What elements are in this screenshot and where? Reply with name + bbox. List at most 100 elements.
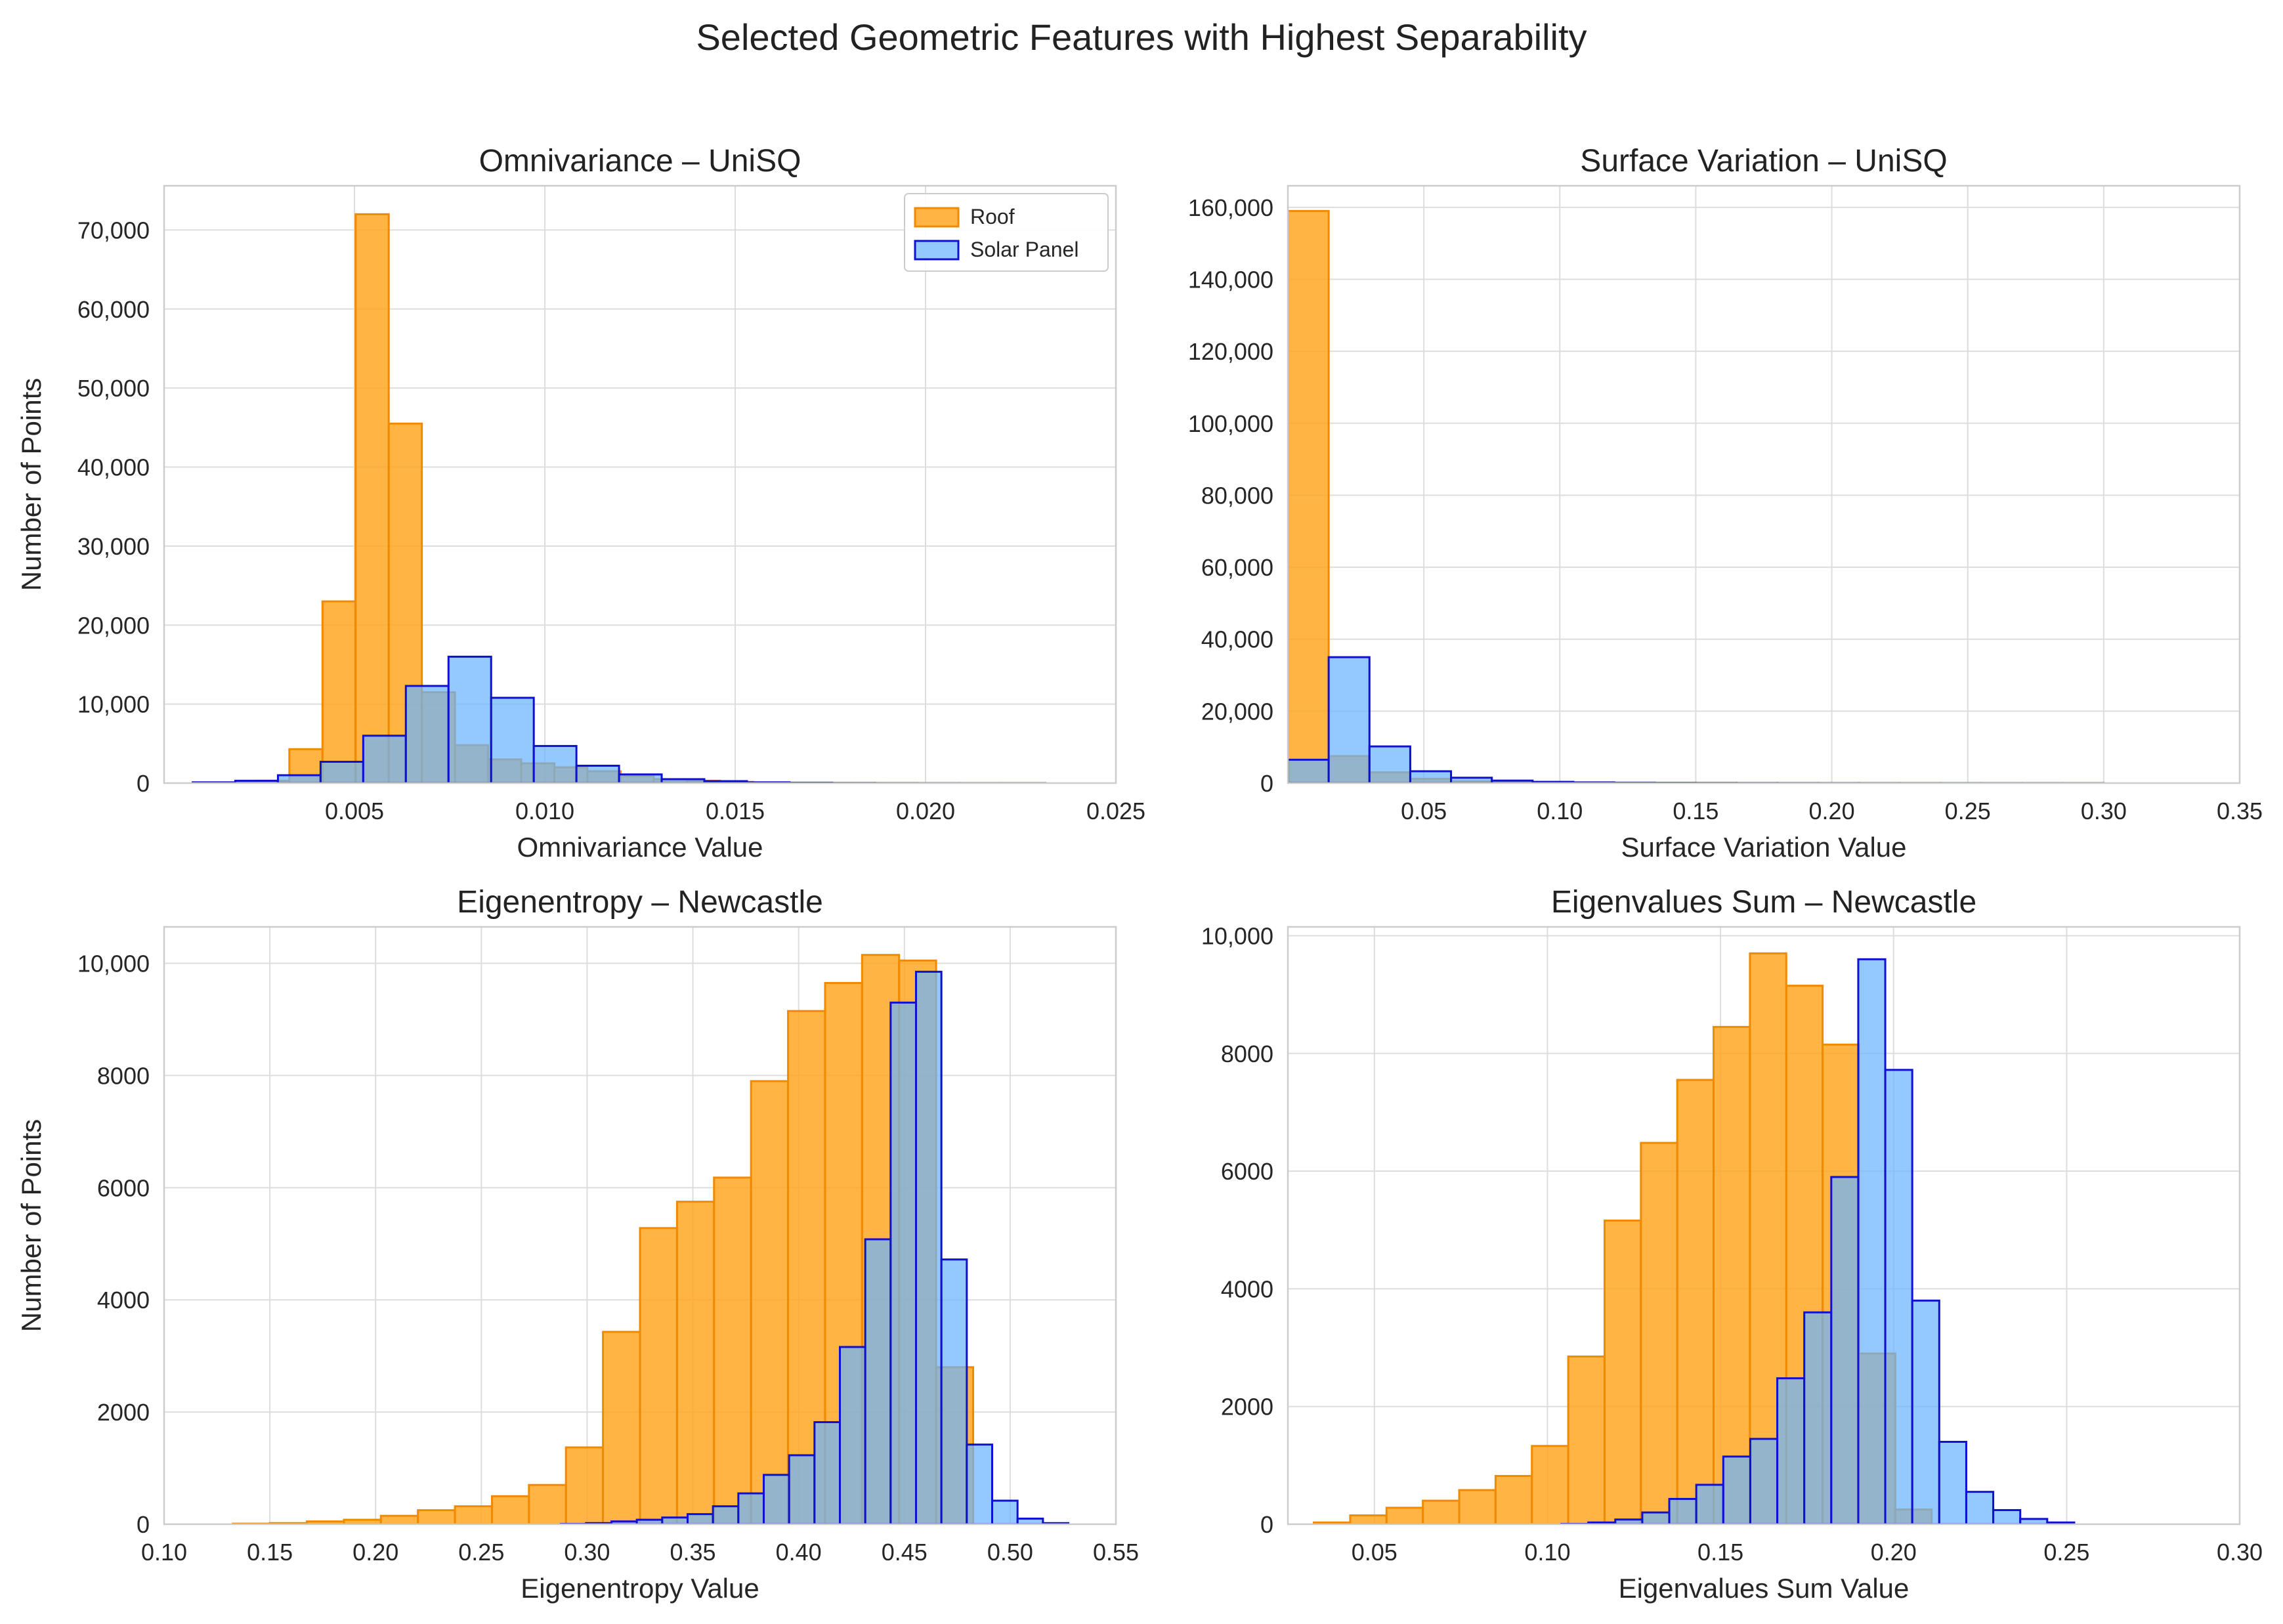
- y-tick-label: 80,000: [1201, 482, 1273, 509]
- x-tick-label: 0.30: [564, 1539, 610, 1566]
- x-tick-label: 0.15: [1673, 798, 1718, 824]
- roof-bar: [1640, 1142, 1678, 1524]
- y-axis-label: Number of Points: [16, 378, 47, 591]
- roof-bar: [321, 600, 357, 783]
- roof-bar: [713, 1176, 752, 1524]
- solar-panel-bar: [864, 1238, 892, 1524]
- roof-bar: [1288, 209, 1330, 783]
- plot-frame: [163, 926, 1117, 1526]
- x-tick-label: 0.55: [1093, 1539, 1139, 1566]
- y-tick-label: 20,000: [1201, 698, 1273, 725]
- legend-label-solar-panel: Solar Panel: [970, 238, 1078, 261]
- roof-bar: [1494, 1474, 1533, 1524]
- plot-frame: [163, 184, 1117, 784]
- roof-bar: [417, 1509, 456, 1524]
- legend-label-roof: Roof: [970, 205, 1015, 228]
- roof-bar: [565, 1446, 605, 1524]
- y-tick-label: 10,000: [1201, 922, 1273, 949]
- x-tick-label: 0.015: [706, 798, 765, 824]
- roof-bar: [1349, 1514, 1388, 1524]
- solar-panel-bar: [1938, 1440, 1967, 1524]
- x-tick-label: 0.10: [1537, 798, 1583, 824]
- solar-panel-bar: [1803, 1311, 1833, 1524]
- roof-bar: [454, 1505, 493, 1524]
- x-axis-label: Eigenentropy Value: [521, 1573, 759, 1604]
- y-tick-label: 100,000: [1188, 410, 1273, 437]
- roof-bar: [354, 213, 390, 783]
- solar-panel-bar: [1368, 745, 1411, 783]
- roof-bar: [1567, 1355, 1606, 1524]
- solar-panel-bar: [915, 970, 943, 1524]
- y-tick-label: 20,000: [77, 612, 150, 639]
- roof-bar: [639, 1227, 678, 1524]
- y-tick-label: 4000: [1221, 1275, 1273, 1302]
- chart-panel-4: 0.05 0.10 0.15 0.20 0.25 0.30 0 2000 4000 6000 800…: [1201, 885, 2263, 1604]
- x-tick-label: 0.005: [325, 798, 384, 824]
- x-tick-label: 0.025: [1086, 798, 1145, 824]
- solar-panel-bar: [618, 773, 663, 783]
- solar-panel-bar: [1776, 1377, 1806, 1524]
- y-tick-label: 40,000: [1201, 626, 1273, 653]
- y-tick-label: 50,000: [77, 375, 150, 402]
- solar-panel-bar: [661, 1516, 689, 1524]
- roof-bar: [750, 1080, 790, 1524]
- chart-panel-3: 0.10 0.15 0.20 0.25 0.30 0.35 0.40 0.45 0.50 0.55…: [16, 885, 1139, 1604]
- solar-panel-bar: [763, 1474, 790, 1524]
- plot-frame: [1287, 184, 2241, 784]
- plot-frame: [1287, 926, 2241, 1526]
- x-tick-label: 0.020: [896, 798, 955, 824]
- y-tick-label: 10,000: [77, 691, 150, 718]
- solar-panel-bar: [1016, 1517, 1044, 1524]
- solar-panel-bar: [1695, 1484, 1724, 1524]
- x-tick-label: 0.010: [515, 798, 574, 824]
- solar-panel-bar: [1288, 758, 1330, 783]
- solar-panel-bar: [1992, 1508, 2022, 1524]
- x-tick-label: 0.40: [776, 1539, 822, 1566]
- x-tick-label: 0.35: [2217, 798, 2263, 824]
- solar-panel-bar: [1911, 1299, 1940, 1524]
- solar-panel-bar: [839, 1346, 866, 1524]
- roof-bar: [1713, 1025, 1751, 1524]
- y-tick-label: 70,000: [77, 217, 150, 244]
- solar-panel-bar: [687, 1513, 714, 1524]
- legend: Roof Solar Panel: [904, 193, 1109, 272]
- y-tick-label: 160,000: [1188, 194, 1273, 221]
- roof-bar: [1422, 1499, 1461, 1524]
- y-axis-label: Number of Points: [16, 1119, 47, 1332]
- y-tick-label: 4000: [97, 1287, 150, 1314]
- x-tick-label: 0.35: [670, 1539, 716, 1566]
- legend-swatch-solar-panel: [914, 240, 960, 261]
- solar-panel-bar: [813, 1421, 842, 1524]
- x-tick-label: 0.45: [882, 1539, 928, 1566]
- roof-bar: [602, 1331, 641, 1524]
- figure-title: Selected Geometric Features with Highest…: [696, 16, 1587, 58]
- plot-area: [164, 186, 1116, 783]
- x-tick-label: 0.30: [2081, 798, 2127, 824]
- x-tick-label: 0.20: [1871, 1539, 1917, 1566]
- solar-panel-bar: [276, 774, 322, 783]
- y-tick-label: 10,000: [77, 951, 150, 977]
- x-tick-label: 0.20: [1809, 798, 1855, 824]
- y-tick-label: 2000: [1221, 1394, 1273, 1421]
- solar-panel-bar: [788, 1454, 816, 1524]
- y-tick-label: 0: [1260, 1511, 1273, 1538]
- solar-panel-bar: [1327, 656, 1371, 783]
- x-tick-label: 0.50: [987, 1539, 1033, 1566]
- solar-panel-bar: [1641, 1511, 1671, 1524]
- y-tick-label: 0: [137, 770, 150, 797]
- solar-panel-bar: [737, 1492, 765, 1524]
- roof-bar: [1385, 1506, 1424, 1524]
- x-tick-label: 0.25: [1945, 798, 1991, 824]
- solar-panel-bar: [991, 1499, 1019, 1524]
- x-tick-label: 0.20: [352, 1539, 398, 1566]
- chart-title: Eigenentropy – Newcastle: [457, 885, 823, 920]
- solar-panel-bar: [447, 655, 492, 783]
- roof-bar: [1676, 1079, 1715, 1524]
- x-tick-label: 0.30: [2217, 1539, 2263, 1566]
- solar-panel-bar: [712, 1505, 740, 1524]
- x-tick-label: 0.15: [1697, 1539, 1743, 1566]
- bars-group: [1288, 209, 2105, 783]
- x-tick-label: 0.10: [141, 1539, 187, 1566]
- y-tick-label: 6000: [97, 1174, 150, 1201]
- y-tick-label: 40,000: [77, 454, 150, 481]
